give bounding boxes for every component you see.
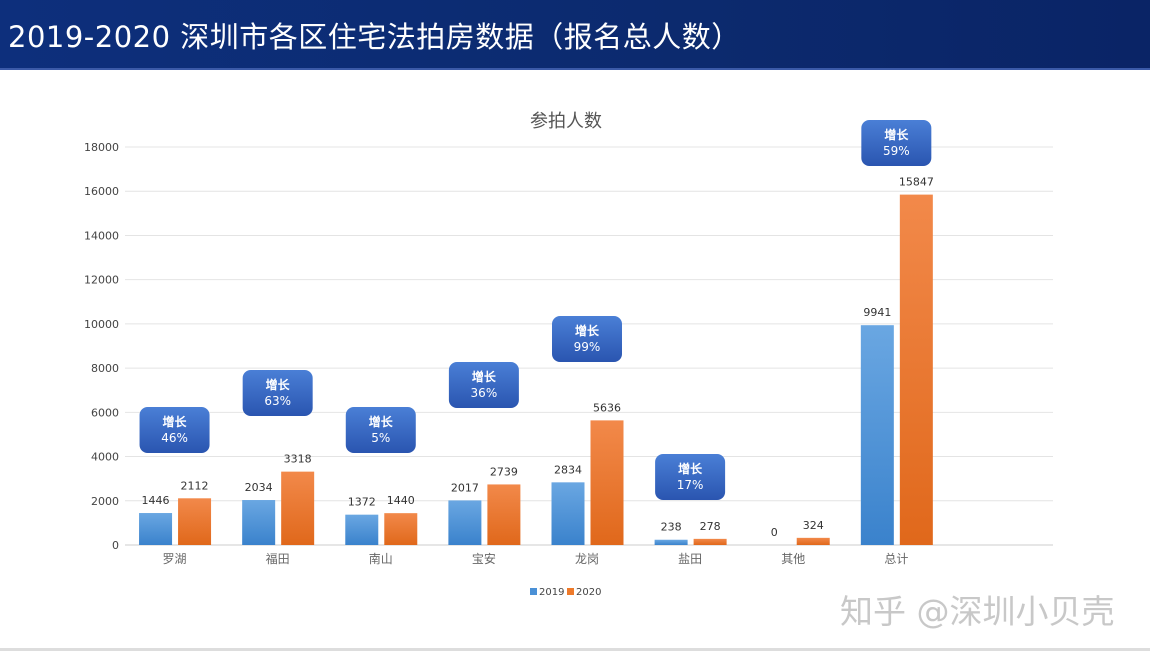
growth-callout-label: 增长 [575, 323, 600, 338]
data-label-2019: 9941 [863, 306, 891, 319]
growth-callout [861, 120, 932, 166]
growth-callout [242, 370, 313, 416]
page-title: 2019-2020 深圳市各区住宅法拍房数据（报名总人数） [8, 20, 741, 54]
bar-2020 [796, 537, 830, 545]
growth-callout [448, 362, 519, 408]
bar-2020 [590, 420, 624, 545]
chart-title: 参拍人数 [530, 111, 602, 132]
growth-callout [345, 407, 416, 453]
growth-callout-label: 增长 [369, 414, 394, 429]
legend-label-2020: 2020 [576, 587, 601, 598]
bar-2020 [693, 538, 727, 545]
growth-callout [139, 407, 210, 453]
data-label-2019: 238 [661, 521, 682, 534]
y-tick-label: 2000 [91, 495, 119, 508]
bar-2019 [448, 500, 482, 545]
y-tick-label: 8000 [91, 362, 119, 375]
data-label-2020: 2112 [181, 479, 209, 492]
growth-callout-value: 5% [371, 431, 390, 445]
bar-2020 [899, 194, 933, 545]
data-label-2019: 2017 [451, 481, 479, 494]
y-tick-label: 12000 [84, 274, 119, 287]
bar-2020 [384, 513, 418, 545]
data-label-2019: 2834 [554, 463, 582, 476]
growth-callout-value: 59% [883, 144, 910, 158]
bottom-divider [0, 648, 1150, 651]
data-label-2020: 1440 [387, 494, 415, 507]
x-tick-label: 福田 [266, 551, 290, 566]
data-label-2019: 0 [771, 526, 778, 539]
bar-2020 [487, 484, 521, 545]
x-tick-label: 罗湖 [163, 551, 187, 566]
growth-callout-label: 增长 [678, 461, 703, 476]
x-tick-label: 龙岗 [575, 552, 599, 566]
data-label-2020: 15847 [899, 176, 934, 189]
y-tick-label: 16000 [84, 185, 119, 198]
y-tick-label: 14000 [84, 229, 119, 242]
bar-2019 [860, 325, 894, 545]
growth-callout-value: 17% [677, 478, 704, 492]
growth-callout-label: 增长 [472, 369, 497, 384]
bar-2020 [178, 498, 212, 545]
y-tick-label: 6000 [91, 406, 119, 419]
y-tick-label: 0 [112, 539, 119, 552]
growth-callout [655, 454, 726, 500]
x-tick-label: 南山 [369, 551, 393, 566]
bar-2019 [551, 482, 585, 545]
data-label-2019: 1372 [348, 496, 376, 509]
x-tick-label: 盐田 [678, 552, 702, 566]
x-tick-label: 总计 [884, 552, 908, 566]
growth-callout [552, 316, 622, 362]
data-label-2020: 278 [700, 520, 721, 533]
growth-callout-label: 增长 [163, 414, 188, 429]
data-label-2020: 2739 [490, 465, 518, 478]
header-banner: 2019-2020 深圳市各区住宅法拍房数据（报名总人数） [0, 0, 1150, 70]
y-tick-label: 18000 [84, 141, 119, 154]
growth-callout-value: 63% [264, 394, 291, 408]
legend-swatch-2019 [530, 588, 537, 595]
legend-swatch-2020 [567, 588, 574, 595]
growth-callout-label: 增长 [884, 127, 909, 142]
growth-callout-label: 增长 [266, 377, 291, 392]
growth-callout-value: 46% [161, 431, 188, 445]
y-tick-label: 10000 [84, 318, 119, 331]
bar-2019 [345, 514, 379, 545]
data-label-2020: 3318 [284, 453, 312, 466]
data-label-2020: 5636 [593, 401, 621, 414]
data-label-2019: 1446 [142, 494, 170, 507]
y-tick-label: 4000 [91, 451, 119, 464]
x-tick-label: 宝安 [472, 551, 496, 566]
bar-2019 [242, 500, 276, 545]
watermark: 知乎 @深圳小贝壳 [840, 592, 1115, 631]
growth-callout-value: 99% [574, 340, 601, 354]
bar-2019 [654, 539, 688, 545]
growth-callout-value: 36% [471, 386, 498, 400]
bar-2020 [281, 471, 315, 545]
bar-2019 [139, 513, 173, 545]
data-label-2019: 2034 [245, 481, 273, 494]
legend-label-2019: 2019 [539, 587, 564, 598]
x-tick-label: 其他 [781, 552, 805, 566]
data-label-2020: 324 [803, 519, 824, 532]
